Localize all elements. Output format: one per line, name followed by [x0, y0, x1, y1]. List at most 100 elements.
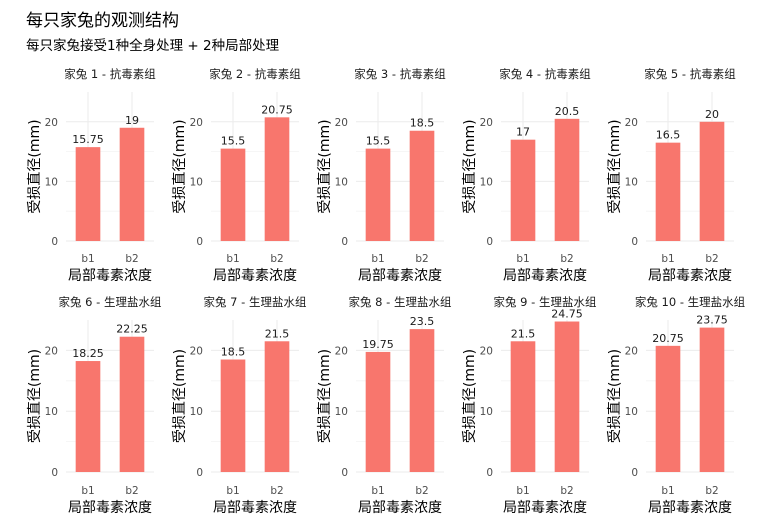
x-axis-title: 局部毒素浓度: [648, 268, 732, 284]
data-label: 18.5: [410, 117, 435, 130]
facet-panel: 家兔 4 - 抗毒素组 0 10 20 17 b1 20.5 b2 局部毒素浓度 受损直径(mm): [461, 67, 591, 284]
y-tick-label: 10: [625, 176, 638, 188]
y-tick-label: 20: [480, 117, 493, 129]
bar: [365, 351, 391, 472]
x-axis-title: 局部毒素浓度: [358, 268, 442, 284]
y-axis-title: 受损直径(mm): [461, 349, 478, 443]
y-tick-label: 10: [45, 406, 58, 418]
y-tick-label: 10: [480, 176, 493, 188]
bar: [119, 336, 145, 472]
x-tick-label: b2: [560, 485, 573, 497]
panel-title: 家兔 2 - 抗毒素组: [209, 67, 301, 81]
x-tick-label: b2: [125, 253, 138, 265]
bar: [409, 130, 435, 241]
y-tick-label: 0: [51, 467, 58, 479]
bar: [365, 148, 391, 241]
x-tick-label: b1: [81, 253, 94, 265]
x-tick-label: b2: [125, 485, 138, 497]
y-tick-label: 0: [51, 236, 58, 248]
data-label: 17: [516, 126, 530, 139]
data-label: 21.5: [511, 327, 536, 340]
data-label: 22.25: [116, 323, 148, 336]
x-tick-label: b1: [661, 253, 674, 265]
data-label: 16.5: [656, 129, 681, 142]
x-tick-label: b1: [661, 485, 674, 497]
data-label: 18.5: [221, 346, 246, 359]
y-tick-label: 0: [486, 236, 493, 248]
x-axis-title: 局部毒素浓度: [358, 500, 442, 516]
y-tick-label: 10: [335, 176, 348, 188]
x-tick-label: b2: [705, 253, 718, 265]
data-label: 15.5: [221, 135, 246, 148]
bar: [554, 321, 580, 472]
bar: [119, 127, 145, 241]
x-axis-title: 局部毒素浓度: [503, 500, 587, 516]
x-axis-title: 局部毒素浓度: [648, 500, 732, 516]
facet-panel: 家兔 2 - 抗毒素组 0 10 20 15.5 b1 20.75 b2 局部毒素浓度 受损直径(…: [171, 67, 301, 284]
y-tick-label: 0: [196, 467, 203, 479]
data-label: 20.5: [555, 105, 580, 118]
x-tick-label: b1: [516, 253, 529, 265]
y-tick-label: 20: [625, 117, 638, 129]
chart-title: 每只家兔的观测结构: [26, 11, 179, 31]
data-label: 19.75: [362, 338, 394, 351]
x-axis-title: 局部毒素浓度: [213, 500, 297, 516]
bar: [75, 147, 101, 241]
x-tick-label: b1: [371, 485, 384, 497]
bar: [699, 327, 725, 472]
y-tick-label: 20: [625, 345, 638, 357]
y-tick-label: 0: [196, 236, 203, 248]
x-tick-label: b2: [705, 485, 718, 497]
data-label: 19: [125, 114, 139, 127]
panel-title: 家兔 7 - 生理盐水组: [204, 295, 307, 309]
y-tick-label: 20: [190, 345, 203, 357]
data-label: 23.5: [410, 315, 435, 328]
y-tick-label: 0: [341, 467, 348, 479]
panel-title: 家兔 6 - 生理盐水组: [59, 295, 162, 309]
y-tick-label: 20: [45, 117, 58, 129]
panel-title: 家兔 5 - 抗毒素组: [644, 67, 736, 81]
bar: [554, 118, 580, 241]
x-axis-title: 局部毒素浓度: [503, 268, 587, 284]
y-tick-label: 0: [631, 236, 638, 248]
facet-panel: 家兔 7 - 生理盐水组 0 10 20 18.5 b1 21.5 b2 局部毒素浓度 受损直径(…: [171, 295, 307, 516]
y-tick-label: 10: [480, 406, 493, 418]
data-label: 20.75: [652, 332, 684, 345]
x-tick-label: b1: [516, 485, 529, 497]
facet-panel: 家兔 3 - 抗毒素组 0 10 20 15.5 b1 18.5 b2 局部毒素浓度 受损直径(m…: [316, 67, 446, 284]
y-tick-label: 0: [341, 236, 348, 248]
bar: [220, 148, 246, 241]
y-tick-label: 20: [480, 345, 493, 357]
y-axis-title: 受损直径(mm): [26, 349, 43, 443]
y-tick-label: 10: [190, 176, 203, 188]
bar: [220, 359, 246, 472]
x-tick-label: b1: [226, 485, 239, 497]
y-axis-title: 受损直径(mm): [316, 349, 333, 443]
y-axis-title: 受损直径(mm): [171, 349, 188, 443]
panel-title: 家兔 9 - 生理盐水组: [494, 295, 597, 309]
facet-panel: 家兔 10 - 生理盐水组 0 10 20 20.75 b1 23.75 b2 局部毒素浓度 受损…: [606, 295, 746, 516]
y-axis-title: 受损直径(mm): [606, 349, 623, 443]
bar: [510, 341, 536, 472]
y-tick-label: 0: [631, 467, 638, 479]
facet-panel: 家兔 5 - 抗毒素组 0 10 20 16.5 b1 20 b2 局部毒素浓度 受损直径(mm): [606, 67, 736, 284]
y-axis-title: 受损直径(mm): [606, 119, 623, 213]
y-tick-label: 20: [335, 117, 348, 129]
facet-panel: 家兔 9 - 生理盐水组 0 10 20 21.5 b1 24.75 b2 局部毒素浓度 受损直径…: [461, 295, 597, 516]
chart-subtitle: 每只家兔接受1种全身处理 + 2种局部处理: [26, 38, 280, 54]
y-tick-label: 20: [45, 345, 58, 357]
y-tick-label: 0: [486, 467, 493, 479]
bar: [75, 361, 101, 472]
facet-panel: 家兔 8 - 生理盐水组 0 10 20 19.75 b1 23.5 b2 局部毒素浓度 受损直径…: [316, 295, 452, 516]
x-tick-label: b2: [560, 253, 573, 265]
y-tick-label: 10: [190, 406, 203, 418]
data-label: 24.75: [551, 308, 583, 321]
x-tick-label: b1: [371, 253, 384, 265]
panel-title: 家兔 10 - 生理盐水组: [635, 295, 746, 309]
y-axis-title: 受损直径(mm): [461, 119, 478, 213]
y-axis-title: 受损直径(mm): [26, 119, 43, 213]
x-axis-title: 局部毒素浓度: [68, 500, 152, 516]
bar: [699, 121, 725, 241]
x-tick-label: b2: [415, 253, 428, 265]
